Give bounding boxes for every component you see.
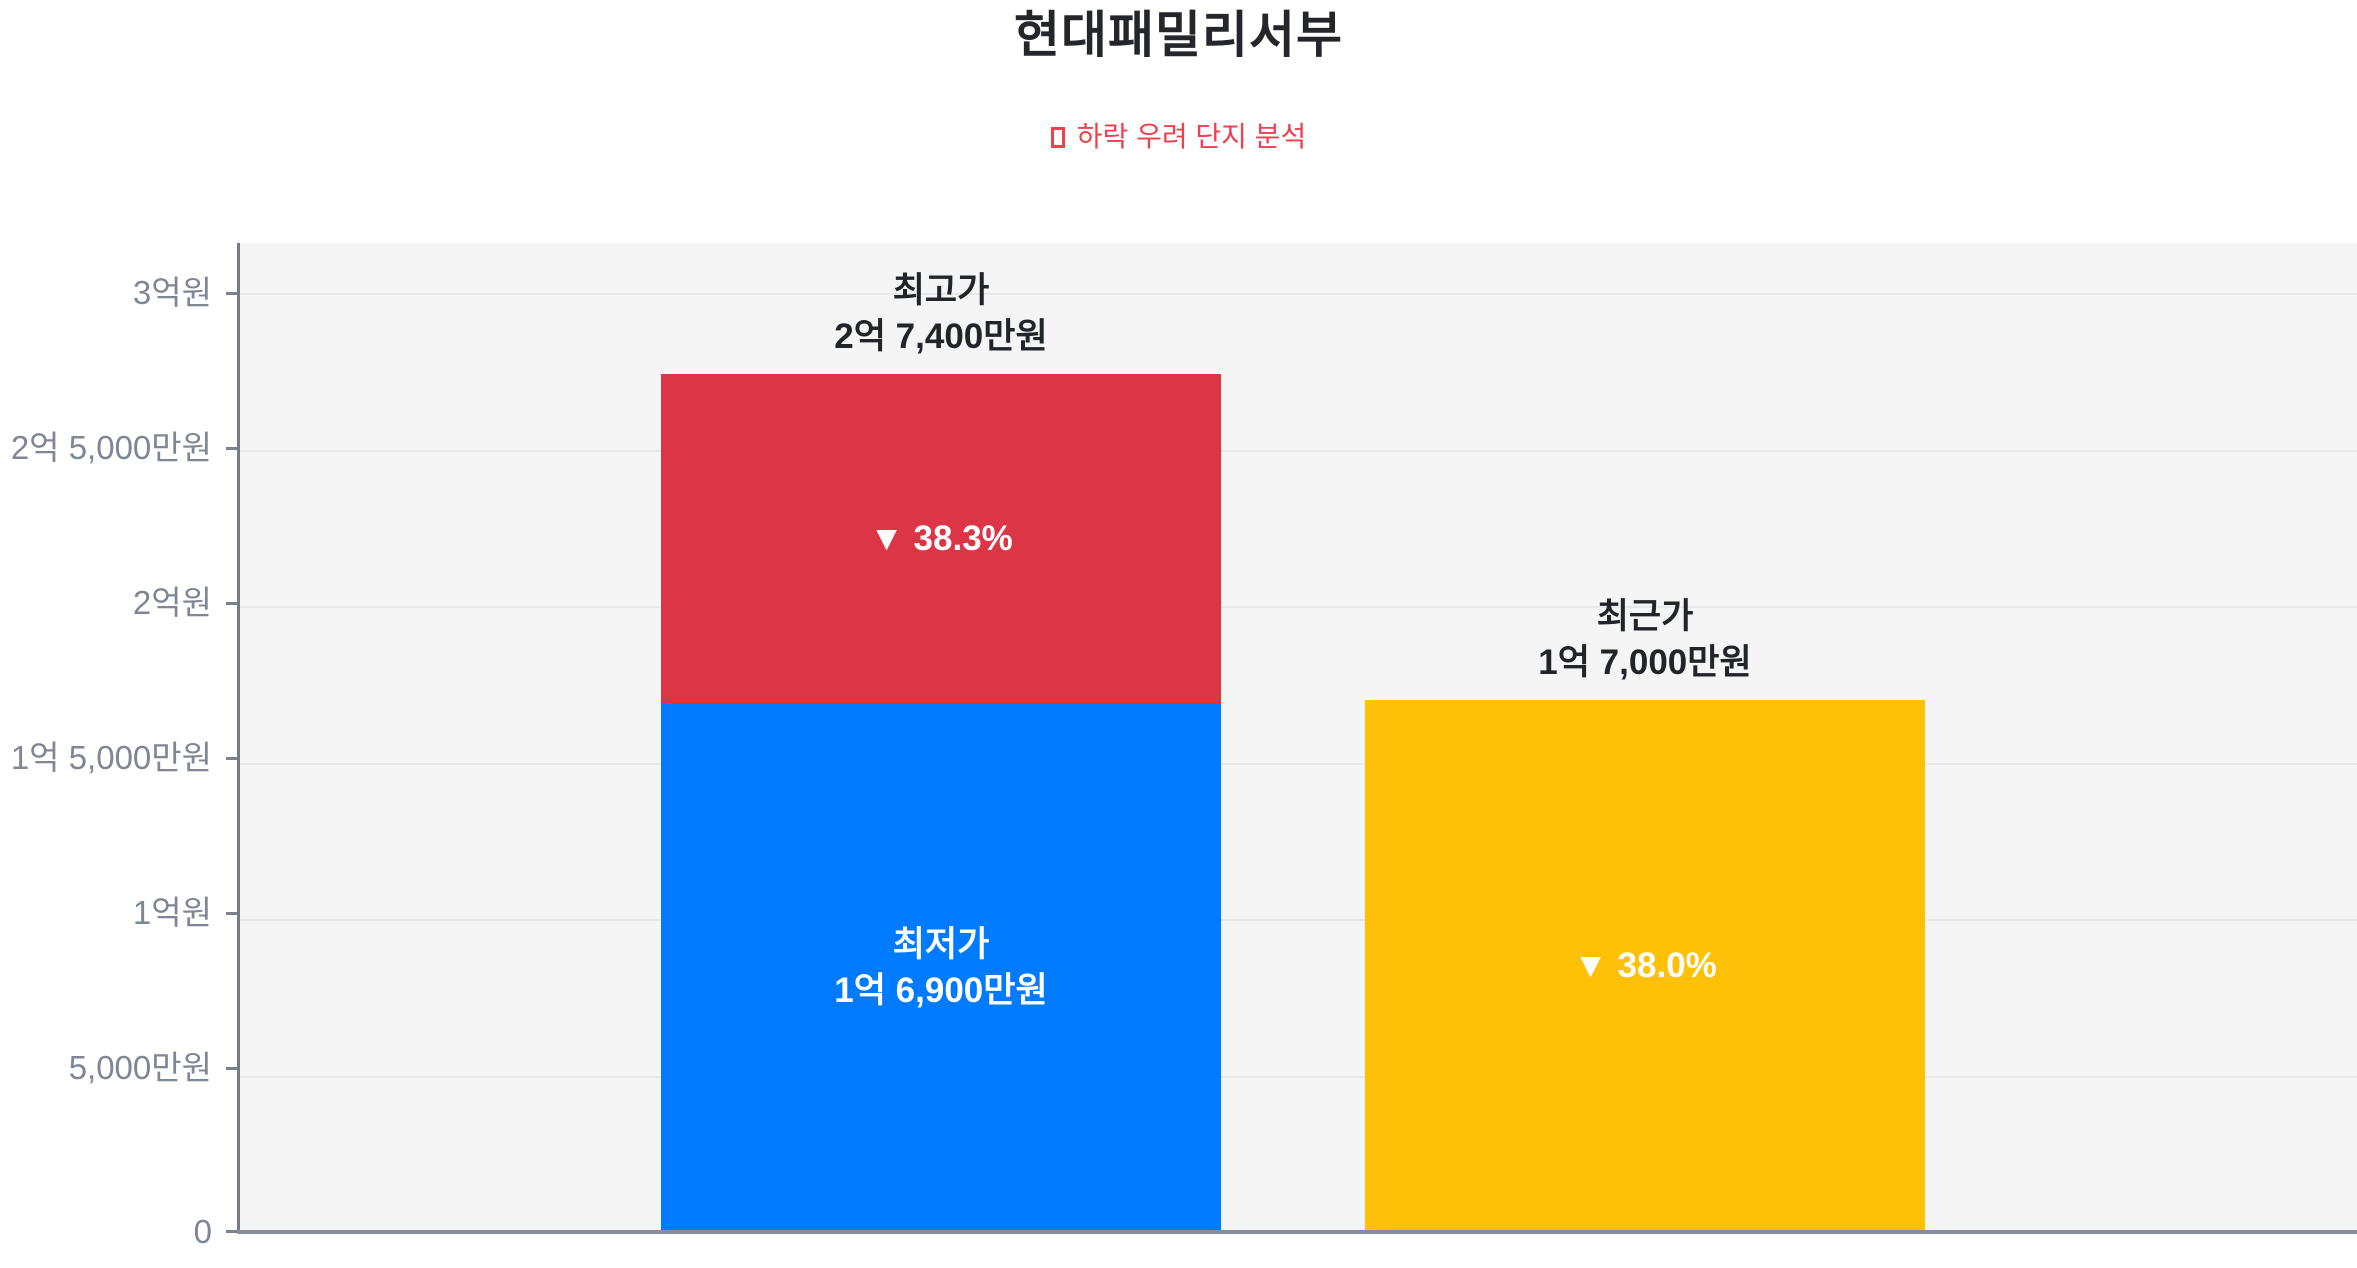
bar-recent-price: ▼ 38.0% [1365, 700, 1925, 1232]
bar-segment-lowest-price: 최저가 1억 6,900만원 [661, 703, 1221, 1232]
plot-area: ▼ 38.3% 최저가 1억 6,900만원 ▼ 38.0% 최고가 2억 7,… [240, 243, 2357, 1232]
y-axis-line [237, 243, 240, 1232]
y-tick-mark [226, 1230, 240, 1233]
peak-price-label: 최고가 2억 7,400만원 [641, 268, 1241, 360]
y-tick-mark [226, 447, 240, 450]
gridline-10000 [240, 919, 2357, 921]
y-tick-mark [226, 1067, 240, 1070]
recent-price-label-line2: 1억 7,000만원 [1538, 643, 1752, 682]
gridline-15000 [240, 763, 2357, 765]
peak-price-label-line1: 최고가 [892, 271, 990, 310]
y-tick-mark [226, 912, 240, 915]
lowest-price-value: 1억 6,900만원 [834, 970, 1048, 1010]
y-tick-label-0: 0 [193, 1213, 212, 1250]
chart-subtitle-text: 하락 우려 단지 분석 [1076, 121, 1307, 152]
y-tick-label-30000: 3억원 [132, 274, 212, 311]
y-tick-mark [226, 292, 240, 295]
annotation-drop-peak: ▼ 38.3% [869, 518, 1013, 558]
recent-price-label: 최근가 1억 7,000만원 [1345, 594, 1945, 686]
y-tick-mark [226, 602, 240, 605]
gridline-30000 [240, 293, 2357, 295]
chart-subtitle: 하락 우려 단지 분석 [0, 117, 2357, 157]
gridline-5000 [240, 1076, 2357, 1078]
annotation-drop-recent: ▼ 38.0% [1573, 946, 1717, 985]
y-tick-label-15000: 1억 5,000만원 [10, 739, 212, 776]
y-tick-label-25000: 2억 5,000만원 [10, 429, 212, 466]
chart-title: 현대패밀리서부 [1014, 7, 1343, 63]
bar-segment-drop-range: ▼ 38.3% [661, 374, 1221, 703]
gridline-25000 [240, 450, 2357, 452]
bar-segment-recent-price: ▼ 38.0% [1365, 700, 1925, 1232]
y-tick-mark [226, 757, 240, 760]
y-tick-label-5000: 5,000만원 [68, 1049, 212, 1086]
peak-price-label-line2: 2억 7,400만원 [834, 317, 1048, 356]
lowest-price-label: 최저가 [892, 924, 990, 964]
gridline-20000 [240, 606, 2357, 608]
y-tick-label-10000: 1억원 [132, 894, 212, 931]
x-axis-line [237, 1230, 2357, 1234]
y-tick-label-20000: 2억원 [132, 584, 212, 621]
bar-price-range: ▼ 38.3% 최저가 1억 6,900만원 [661, 374, 1221, 1232]
recent-price-label-line1: 최근가 [1596, 597, 1694, 636]
missing-glyph-box-icon [1050, 127, 1065, 148]
